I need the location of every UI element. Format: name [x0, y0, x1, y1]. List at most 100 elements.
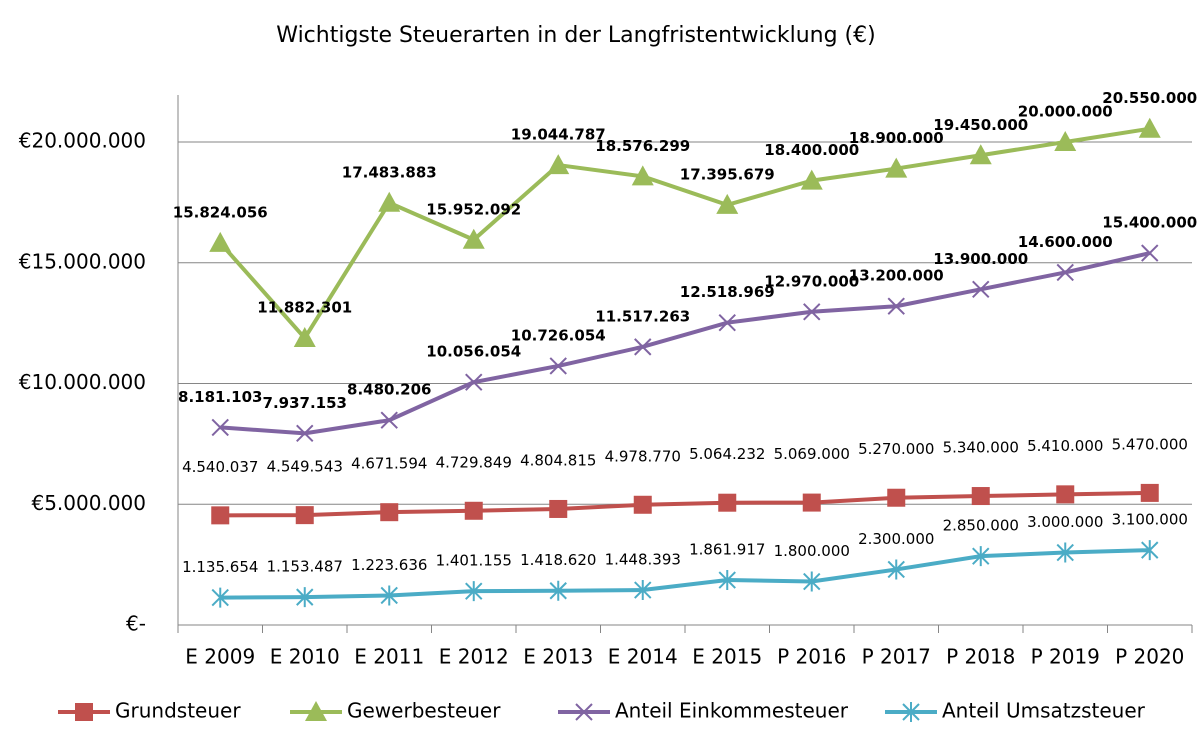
legend-label: Anteil Umsatzsteuer [942, 699, 1146, 723]
marker [549, 357, 567, 375]
data-label: 1.135.654 [182, 558, 258, 576]
marker [971, 487, 990, 506]
marker [380, 585, 398, 606]
data-label: 1.800.000 [774, 542, 850, 560]
data-label: 4.978.770 [605, 447, 681, 465]
data-label: 13.900.000 [933, 250, 1028, 268]
data-label: 1.861.917 [689, 541, 765, 559]
marker [1056, 485, 1075, 504]
data-label: 4.549.543 [267, 458, 343, 476]
legend-label: Grundsteuer [115, 699, 241, 723]
data-label: 14.600.000 [1018, 233, 1113, 251]
marker [380, 503, 399, 522]
data-label: 20.000.000 [1018, 103, 1113, 121]
data-label: 5.064.232 [689, 445, 765, 463]
data-label: 5.069.000 [774, 445, 850, 463]
marker [885, 157, 908, 178]
x-tick-label: P 2018 [946, 645, 1015, 669]
marker [634, 338, 652, 356]
data-label: 2.300.000 [858, 530, 934, 548]
data-label: 18.400.000 [764, 141, 859, 159]
marker [718, 570, 736, 591]
marker [211, 418, 229, 437]
marker [803, 571, 821, 592]
series-line [220, 490, 1150, 518]
data-label: 5.340.000 [943, 439, 1019, 457]
marker [972, 280, 990, 299]
x-tick-label: E 2009 [185, 645, 255, 669]
data-label: 1.448.393 [605, 551, 681, 569]
data-label: 20.550.000 [1102, 89, 1197, 107]
data-label: 7.937.153 [263, 394, 347, 412]
x-tick-label: E 2010 [270, 645, 340, 669]
data-label: 18.900.000 [849, 129, 944, 147]
marker [296, 587, 314, 608]
marker [887, 488, 906, 507]
series-line [220, 548, 1150, 600]
data-label: 15.824.056 [173, 203, 268, 221]
data-label: 5.270.000 [858, 440, 934, 458]
data-label: 1.418.620 [520, 551, 596, 569]
data-label: 11.517.263 [595, 307, 690, 325]
chart-title: Wichtigste Steuerarten in der Langfriste… [276, 23, 875, 48]
marker [295, 506, 314, 525]
marker [803, 303, 821, 321]
x-tick-label: E 2014 [608, 645, 678, 669]
data-label: 11.882.301 [257, 299, 352, 317]
marker [211, 587, 229, 608]
y-tick-label: €10.000.000 [19, 370, 146, 394]
marker [1056, 263, 1074, 282]
x-tick-label: P 2017 [862, 645, 931, 669]
marker [972, 546, 990, 567]
data-label: 12.518.969 [680, 283, 775, 301]
marker [465, 581, 483, 602]
marker [1140, 483, 1159, 502]
data-label: 19.044.787 [511, 126, 606, 144]
data-label: 4.671.594 [351, 455, 427, 473]
y-tick-label: €20.000.000 [19, 129, 146, 153]
data-label: 3.100.000 [1112, 511, 1188, 529]
marker [209, 231, 232, 252]
marker [296, 424, 314, 443]
data-label: 2.850.000 [943, 517, 1019, 535]
data-label: 1.153.487 [267, 558, 343, 576]
data-label: 12.970.000 [764, 272, 859, 290]
marker [1138, 117, 1161, 138]
data-label: 8.181.103 [178, 388, 262, 406]
data-label: 18.576.299 [595, 137, 690, 155]
marker [634, 580, 652, 601]
data-label: 1.401.155 [436, 552, 512, 570]
data-label: 5.470.000 [1112, 435, 1188, 453]
marker [1056, 542, 1074, 563]
data-label: 13.200.000 [849, 267, 944, 285]
x-tick-label: E 2013 [523, 645, 593, 669]
legend-marker [75, 703, 93, 721]
legend-label: Anteil Einkommesteuer [615, 699, 849, 723]
legend-marker [305, 701, 327, 721]
y-tick-label: €5.000.000 [31, 491, 146, 515]
marker [465, 373, 483, 391]
data-label: 15.400.000 [1102, 214, 1197, 232]
x-tick-label: E 2011 [354, 645, 424, 669]
marker [800, 169, 823, 190]
marker [1141, 244, 1159, 262]
marker [716, 193, 739, 214]
data-label: 4.540.037 [182, 458, 258, 476]
data-label: 17.483.883 [342, 163, 437, 181]
x-tick-label: P 2016 [777, 645, 846, 669]
marker [631, 165, 654, 186]
marker [718, 313, 736, 332]
marker [633, 495, 652, 514]
marker [718, 493, 737, 512]
data-label: 4.804.815 [520, 451, 596, 469]
marker [547, 154, 570, 175]
legend-marker [575, 703, 593, 721]
x-tick-label: P 2019 [1031, 645, 1100, 669]
marker [293, 327, 316, 348]
marker [462, 228, 485, 249]
marker [380, 411, 398, 429]
marker [464, 501, 483, 520]
series-line [218, 126, 1151, 342]
data-label: 1.223.636 [351, 556, 427, 574]
